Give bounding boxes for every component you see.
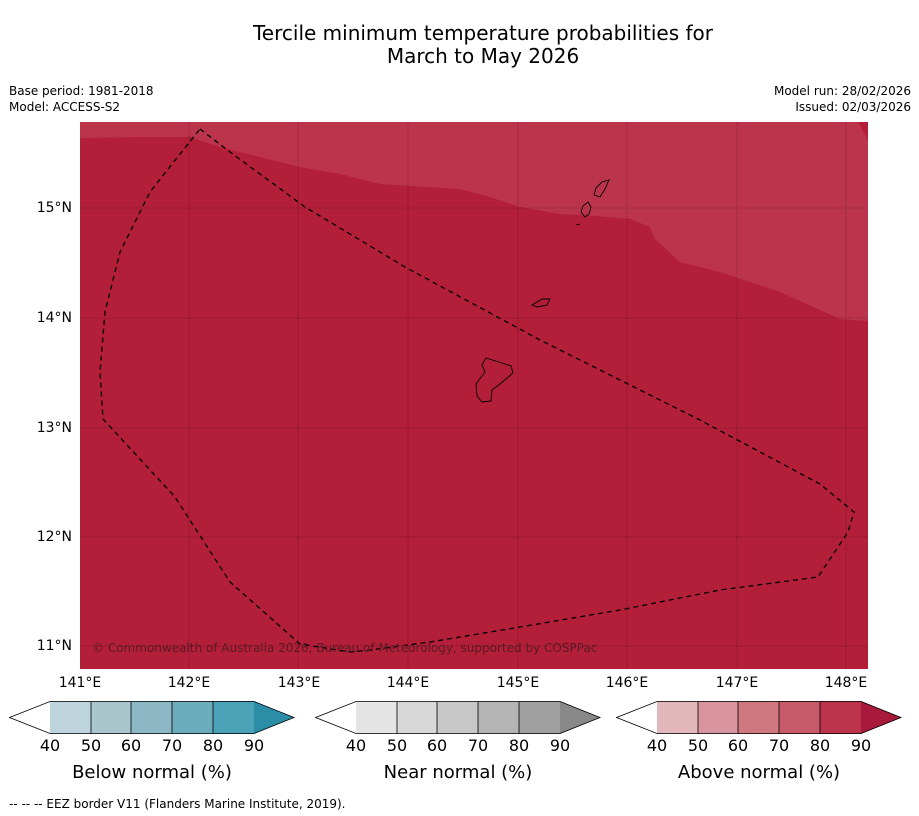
lon-label: 148°E	[824, 675, 868, 691]
island-saipan	[593, 179, 610, 198]
colorbar-below-tick: 40	[39, 736, 61, 755]
lon-label: 143°E	[277, 675, 321, 691]
colorbar-near-graphic	[315, 701, 602, 734]
colorbar-below-tick: 60	[120, 736, 142, 755]
colorbar-above-tick: 50	[687, 736, 709, 755]
island-tinian	[580, 201, 592, 218]
colorbar-above	[616, 701, 904, 735]
lon-label: 147°E	[715, 675, 759, 691]
colorbar-above-graphic	[616, 701, 903, 734]
model-run: Model run: 28/02/2026	[773, 84, 911, 98]
lat-label: 14°N	[36, 310, 72, 326]
colorbar-near-segment	[519, 701, 560, 734]
colorbar-below-segment	[131, 701, 172, 734]
island-aguijan	[575, 223, 581, 226]
colorbar-above-label: Above normal (%)	[677, 762, 841, 783]
colorbar-above-tick: 90	[850, 736, 872, 755]
colorbar-below-graphic	[9, 701, 296, 734]
gridlines	[80, 122, 868, 669]
colorbar-above-segment	[657, 701, 698, 734]
colorbar-near-segment	[437, 701, 478, 734]
lat-label: 15°N	[36, 200, 72, 216]
colorbar-below	[9, 701, 297, 735]
islands	[475, 179, 610, 403]
island-guam	[475, 357, 514, 403]
probability-lighter-fill	[80, 122, 868, 321]
colorbar-below-tick: 70	[161, 736, 183, 755]
colorbar-near-tick: 80	[508, 736, 530, 755]
map-panel[interactable]	[80, 122, 868, 669]
colorbar-above-segment	[738, 701, 779, 734]
colorbar-near-tick: 50	[386, 736, 408, 755]
map-title-line2: March to May 2026	[386, 44, 580, 68]
lon-label: 141°E	[58, 675, 102, 691]
map-title-line1: Tercile minimum temperature probabilitie…	[252, 21, 714, 45]
colorbar-near-segment	[356, 701, 397, 734]
colorbar-near-label: Near normal (%)	[383, 762, 533, 783]
copyright-notice: © Commonwealth of Australia 2026, Bureau…	[92, 641, 598, 655]
colorbar-near	[315, 701, 603, 735]
probability-corner-fill	[858, 122, 868, 140]
model-name: Model: ACCESS-S2	[9, 100, 121, 114]
colorbar-below-segment	[9, 701, 50, 734]
lat-label: 13°N	[36, 420, 72, 436]
colorbar-below-segment	[254, 701, 294, 734]
colorbar-near-segment	[560, 701, 600, 734]
map-canvas[interactable]	[80, 122, 868, 669]
colorbar-above-segment	[779, 701, 820, 734]
colorbar-near-segment	[478, 701, 519, 734]
issued-date: Issued: 02/03/2026	[795, 100, 911, 114]
colorbar-near-tick: 40	[345, 736, 367, 755]
colorbar-above-tick: 70	[768, 736, 790, 755]
meta-left: Base period: 1981-2018 Model: ACCESS-S2	[9, 83, 154, 115]
colorbar-below-segment	[172, 701, 213, 734]
colorbar-above-segment	[616, 701, 657, 734]
eez-footnote: -- -- -- EEZ border V11 (Flanders Marine…	[9, 797, 346, 811]
colorbar-below-segment	[50, 701, 91, 734]
colorbar-below-tick: 90	[243, 736, 265, 755]
colorbar-above-tick: 40	[646, 736, 668, 755]
base-period: Base period: 1981-2018	[9, 84, 154, 98]
lon-label: 146°E	[605, 675, 649, 691]
colorbar-near-tick: 60	[426, 736, 448, 755]
colorbar-below-segment	[213, 701, 254, 734]
lon-label: 142°E	[167, 675, 211, 691]
lon-label: 144°E	[386, 675, 430, 691]
eez-border	[99, 128, 855, 653]
lat-label: 11°N	[36, 638, 72, 654]
meta-right: Model run: 28/02/2026 Issued: 02/03/2026	[774, 83, 911, 115]
colorbar-above-tick: 80	[809, 736, 831, 755]
colorbar-below-segment	[91, 701, 131, 734]
colorbar-above-tick: 60	[727, 736, 749, 755]
colorbar-near-tick: 90	[549, 736, 571, 755]
colorbar-below-label: Below normal (%)	[72, 762, 232, 783]
colorbar-below-tick: 50	[80, 736, 102, 755]
colorbar-above-segment	[861, 701, 901, 734]
colorbar-below-tick: 80	[202, 736, 224, 755]
map-title: Tercile minimum temperature probabilitie…	[0, 22, 919, 68]
colorbar-above-segment	[698, 701, 738, 734]
colorbar-above-segment	[820, 701, 861, 734]
colorbar-near-segment	[315, 701, 356, 734]
colorbar-near-segment	[397, 701, 437, 734]
island-rota	[530, 298, 551, 308]
lon-label: 145°E	[496, 675, 540, 691]
lat-label: 12°N	[36, 529, 72, 545]
colorbar-near-tick: 70	[467, 736, 489, 755]
